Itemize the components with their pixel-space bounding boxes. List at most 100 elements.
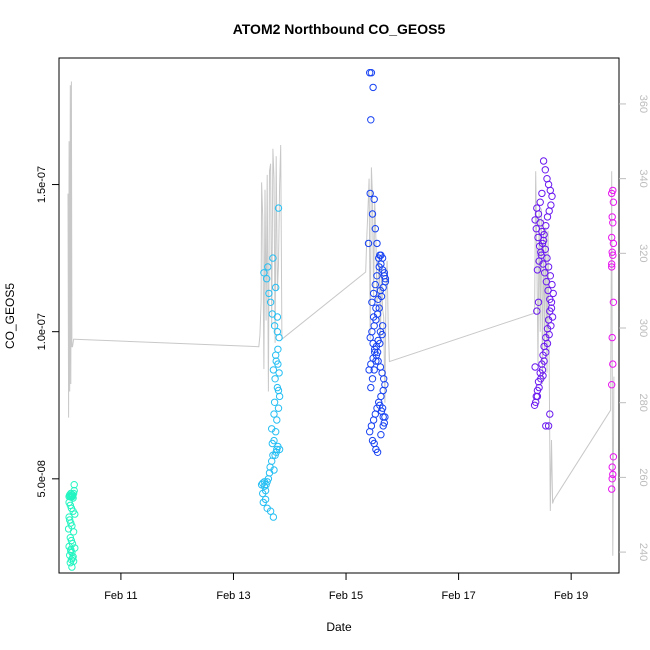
data-point: [546, 295, 554, 303]
data-point: [548, 280, 556, 289]
data-point: [608, 263, 616, 271]
data-point: [535, 383, 543, 392]
data-point: [260, 269, 268, 277]
data-point: [260, 482, 269, 490]
data-point: [376, 286, 385, 295]
data-point: [265, 289, 273, 298]
data-point: [543, 339, 552, 348]
altitude-line: [67, 81, 615, 556]
data-point: [541, 166, 549, 174]
y-axis-label: CO_GEOS5: [3, 283, 17, 349]
data-point: [381, 278, 390, 286]
data-point: [544, 263, 553, 271]
y-axis: 5.0e-08 1.0e-07 1.5e-07: [36, 166, 59, 497]
data-point: [533, 307, 541, 315]
y-tick-label: 1.0e-07: [36, 313, 48, 350]
data-point: [544, 286, 552, 295]
data-point: [368, 298, 376, 306]
plot-frame: [58, 57, 620, 574]
data-point: [263, 275, 271, 283]
data-point: [531, 216, 539, 224]
data-point: [364, 239, 373, 248]
data-point: [534, 298, 543, 306]
data-point: [270, 466, 278, 474]
data-point: [274, 404, 283, 412]
data-point: [608, 248, 616, 256]
data-point: [373, 239, 381, 248]
data-point: [368, 210, 377, 218]
x-axis-label: Date: [326, 620, 352, 634]
data-point: [609, 470, 617, 479]
data-point: [367, 69, 376, 77]
data-point: [543, 175, 551, 183]
data-point: [540, 357, 548, 365]
data-point: [608, 233, 616, 242]
data-point: [273, 416, 281, 424]
series-5: [608, 186, 618, 493]
data-point: [538, 239, 547, 248]
data-point: [532, 398, 540, 406]
series-4: [530, 157, 557, 430]
data-point: [543, 254, 551, 262]
data-point: [533, 204, 541, 212]
x-tick-label: Feb 19: [554, 590, 588, 602]
data-point: [536, 198, 544, 206]
data-point: [538, 189, 546, 198]
data-point: [609, 198, 618, 206]
data-point: [547, 304, 556, 312]
data-point: [535, 257, 543, 265]
series-1: [64, 481, 79, 571]
data-point: [372, 357, 380, 365]
data-point: [542, 422, 550, 430]
data-point: [70, 486, 78, 495]
data-point: [608, 463, 616, 471]
data-point: [372, 304, 380, 312]
data-point: [608, 260, 616, 268]
data-point: [268, 425, 276, 433]
data-point: [275, 392, 284, 401]
data-point: [270, 322, 279, 330]
secondary-line-layer: [67, 81, 615, 556]
data-point: [268, 457, 276, 465]
data-point: [269, 366, 278, 374]
points-layer: [64, 69, 618, 571]
data-point: [270, 410, 278, 418]
data-point: [544, 422, 553, 430]
data-point: [259, 498, 267, 507]
data-point: [365, 366, 373, 374]
data-point: [269, 254, 277, 262]
y2-tick-label: 300: [637, 319, 649, 337]
data-point: [369, 289, 378, 298]
data-point: [367, 116, 375, 124]
y2-tick-label: 280: [637, 394, 649, 412]
data-point: [266, 298, 275, 306]
data-point: [66, 559, 75, 567]
data-point: [381, 413, 389, 421]
x-tick-label: Feb 17: [441, 590, 475, 602]
data-point: [609, 219, 617, 227]
data-point: [376, 339, 384, 348]
x-tick-label: Feb 15: [329, 590, 363, 602]
data-point: [369, 83, 377, 92]
data-point: [366, 428, 374, 436]
data-point: [270, 398, 279, 406]
data-point: [541, 269, 549, 277]
data-point: [539, 157, 548, 165]
data-point: [261, 486, 270, 495]
data-point: [71, 510, 79, 518]
series-3: [364, 69, 390, 456]
data-point: [274, 204, 283, 212]
y2-tick-label: 260: [637, 468, 649, 486]
y2-tick-label: 340: [637, 169, 649, 187]
data-point: [272, 283, 280, 292]
data-point: [374, 295, 382, 303]
data-point: [534, 233, 542, 242]
chart-title: ATOM2 Northbound CO_GEOS5: [233, 21, 446, 37]
data-point: [272, 351, 280, 359]
data-point: [609, 453, 618, 461]
data-point: [380, 375, 388, 383]
data-point: [548, 313, 557, 321]
data-point: [371, 225, 379, 233]
data-point: [542, 348, 550, 356]
